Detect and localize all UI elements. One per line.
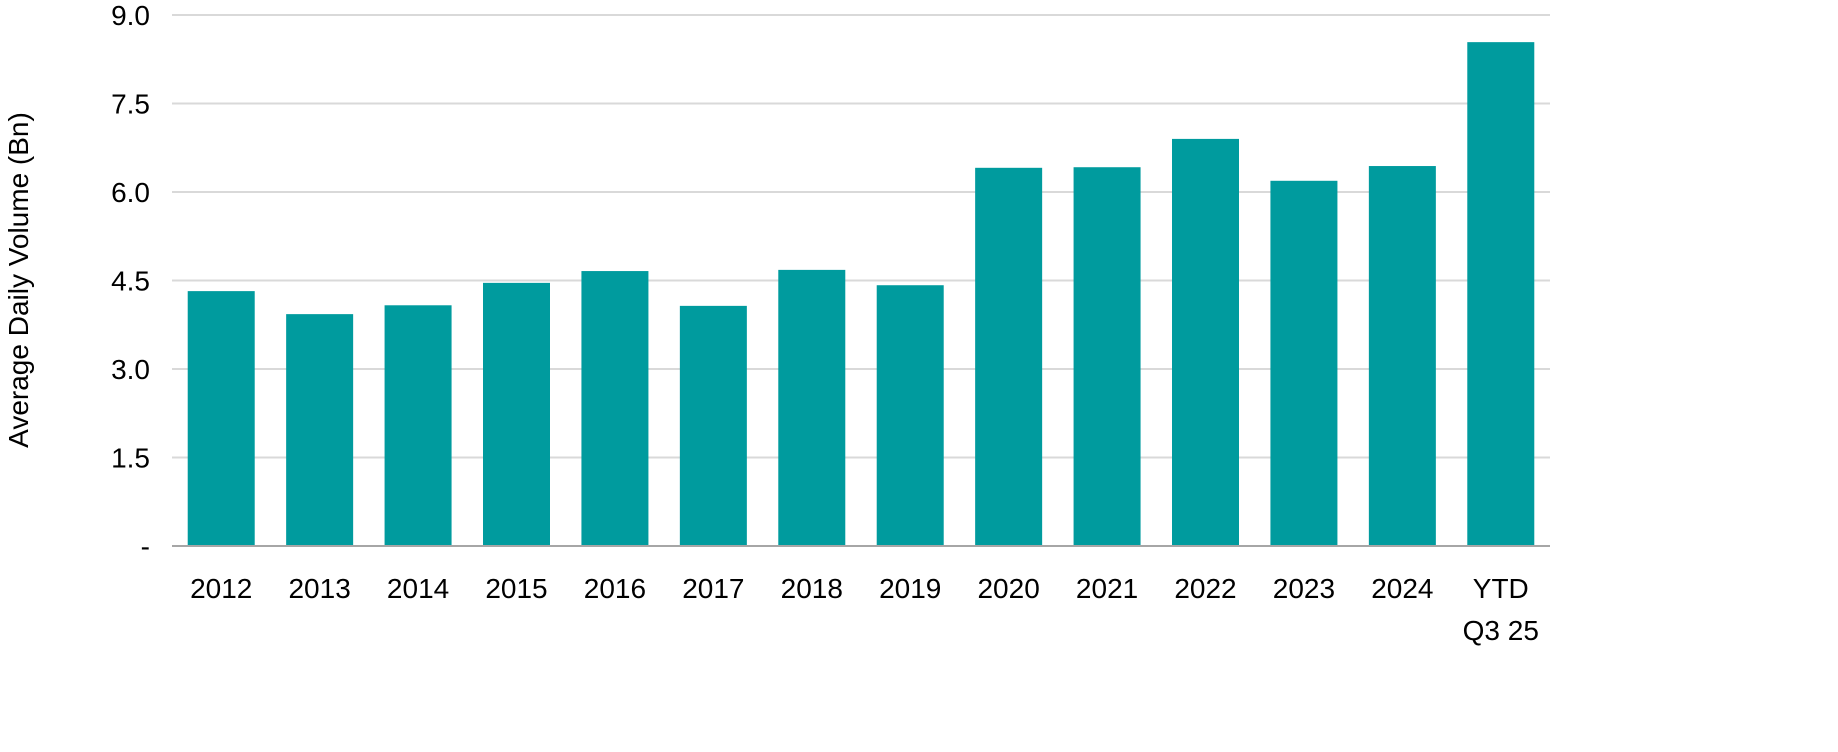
- x-tick-label: 2012: [190, 573, 252, 604]
- y-tick-label: 7.5: [111, 89, 150, 120]
- x-tick-label: 2016: [584, 573, 646, 604]
- bars: [187, 42, 1535, 547]
- bar: [1368, 166, 1436, 547]
- x-tick-label: 2021: [1076, 573, 1138, 604]
- y-tick-labels: - 1.5 3.0 4.5 6.0 7.5 9.0: [111, 0, 150, 562]
- x-tick-label: 2023: [1273, 573, 1335, 604]
- gridlines: [172, 14, 1550, 459]
- x-tick-label: 2020: [977, 573, 1039, 604]
- x-tick-label: 2024: [1371, 573, 1433, 604]
- x-tick-label: YTD: [1473, 573, 1529, 604]
- x-tick-label: 2018: [781, 573, 843, 604]
- bar: [876, 285, 944, 546]
- x-tick-label: 2019: [879, 573, 941, 604]
- bar: [1270, 180, 1338, 547]
- bar: [778, 269, 846, 546]
- x-tick-label: 2015: [485, 573, 547, 604]
- bar: [679, 305, 747, 546]
- x-tick-label: 2022: [1174, 573, 1236, 604]
- y-tick-label: 4.5: [111, 266, 150, 297]
- x-tick-labels: 2012 2013 2014 2015 2016 2017 2018 2019 2020 2021…: [190, 573, 1539, 646]
- x-tick-label: 2013: [288, 573, 350, 604]
- bar: [1172, 138, 1239, 546]
- bar: [187, 291, 255, 546]
- x-tick-label: Q3 25: [1463, 615, 1539, 646]
- bar: [975, 167, 1043, 546]
- y-tick-label: -: [141, 531, 150, 562]
- y-axis-label: Average Daily Volume (Bn): [3, 112, 34, 448]
- bar: [286, 314, 354, 546]
- y-tick-label: 3.0: [111, 354, 150, 385]
- x-tick-label: 2017: [682, 573, 744, 604]
- bar: [1073, 167, 1141, 546]
- bar: [384, 305, 452, 546]
- y-tick-label: 1.5: [111, 443, 150, 474]
- y-tick-label: 6.0: [111, 177, 150, 208]
- bar: [483, 282, 550, 546]
- y-tick-label: 9.0: [111, 0, 150, 31]
- x-tick-label: 2014: [387, 573, 449, 604]
- bar: [581, 271, 649, 546]
- bar: [1467, 42, 1535, 546]
